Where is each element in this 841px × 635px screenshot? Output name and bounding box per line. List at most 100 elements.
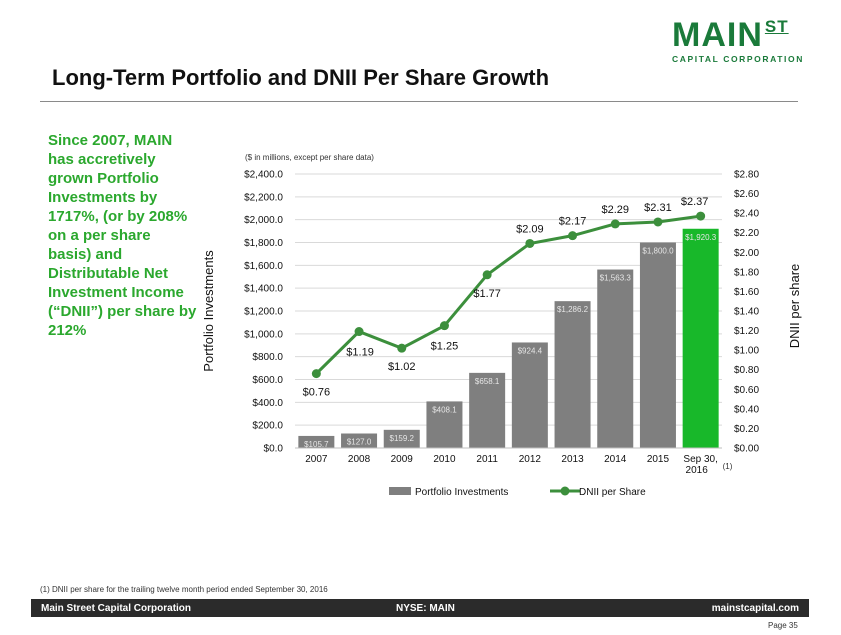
y-left-tick-label: $1,800.0 — [244, 238, 283, 249]
y-left-tick-label: $1,400.0 — [244, 284, 283, 295]
logo-wordmark: MAIN ST — [672, 16, 792, 54]
dnii-value-label: $1.25 — [431, 341, 459, 353]
y-right-tick-label: $1.80 — [734, 267, 759, 278]
dnii-point — [482, 270, 492, 280]
y-right-tick-label: $0.40 — [734, 404, 759, 415]
summary-text: Since 2007, MAIN has accretively grown P… — [48, 132, 197, 339]
dnii-value-label: $2.31 — [644, 202, 672, 214]
dnii-value-label: $1.19 — [346, 347, 374, 359]
footnote: (1) DNII per share for the trailing twel… — [40, 585, 328, 594]
logo-st-text: ST — [764, 17, 789, 36]
x-tick-label: 2014 — [604, 454, 627, 465]
y-left-tick-label: $1,000.0 — [244, 329, 283, 340]
bar-value-label: $1,563.3 — [600, 274, 632, 283]
bar-portfolio-investments — [511, 342, 548, 448]
title-divider — [40, 101, 798, 102]
bar-value-label: $1,800.0 — [642, 247, 674, 256]
y-right-tick-label: $0.80 — [734, 365, 759, 376]
x-tick-label: 2016 — [686, 465, 709, 476]
bar-portfolio-investments — [639, 242, 676, 448]
y-right-tick-label: $1.20 — [734, 326, 759, 337]
y-right-tick-label: $1.60 — [734, 287, 759, 298]
x-tick-label: 2015 — [647, 454, 670, 465]
legend-label-dnii-per-share: DNII per Share — [579, 487, 646, 498]
bar-value-label: $127.0 — [347, 438, 372, 447]
bar-portfolio-investments — [469, 372, 506, 448]
y-left-axis-title: Portfolio Investments — [201, 250, 216, 372]
x-tick-footnote: (1) — [723, 462, 733, 471]
footer-ticker: NYSE: MAIN — [396, 603, 455, 614]
dnii-value-label: $1.02 — [388, 361, 416, 373]
bar-portfolio-investments — [597, 269, 634, 448]
dnii-value-label: $2.09 — [516, 223, 544, 235]
page-title: Long-Term Portfolio and DNII Per Share G… — [52, 65, 550, 90]
bar-portfolio-investments — [383, 429, 420, 448]
y-left-tick-label: $2,000.0 — [244, 215, 283, 226]
y-right-tick-label: $0.20 — [734, 424, 759, 435]
bar-portfolio-investments — [682, 228, 719, 448]
y-right-tick-label: $2.40 — [734, 209, 759, 220]
legend-swatch-portfolio-investments — [389, 487, 411, 495]
dnii-value-label: $1.77 — [473, 288, 501, 300]
dnii-point — [397, 343, 407, 353]
dnii-point — [696, 211, 706, 221]
x-tick-label: 2008 — [348, 454, 371, 465]
x-tick-label: 2012 — [519, 454, 542, 465]
page-number: Page 35 — [768, 621, 798, 630]
legend-swatch-dnii-marker — [560, 486, 570, 496]
bar-value-label: $105.7 — [304, 440, 329, 449]
footer-website: mainstcapital.com — [711, 603, 799, 614]
y-left-tick-label: $800.0 — [252, 352, 283, 363]
y-right-tick-label: $1.00 — [734, 346, 759, 357]
y-left-tick-label: $2,200.0 — [244, 192, 283, 203]
footer-company: Main Street Capital Corporation — [41, 603, 192, 614]
chart-note: ($ in millions, except per share data) — [245, 153, 374, 162]
dnii-point — [568, 231, 578, 241]
y-left-tick-label: $2,400.0 — [244, 170, 283, 181]
bar-portfolio-investments — [554, 301, 591, 448]
dnii-value-label: $2.37 — [681, 196, 709, 208]
logo-subtitle: CAPITAL CORPORATION — [672, 54, 804, 64]
dnii-point — [311, 369, 321, 379]
y-right-tick-label: $1.40 — [734, 307, 759, 318]
logo-main-text: MAIN — [672, 16, 763, 54]
y-left-tick-label: $600.0 — [252, 375, 283, 386]
y-right-tick-label: $2.00 — [734, 248, 759, 259]
bar-portfolio-investments — [341, 433, 378, 448]
x-tick-label: 2010 — [433, 454, 456, 465]
y-right-tick-label: $0.00 — [734, 444, 759, 455]
y-left-tick-label: $400.0 — [252, 398, 283, 409]
portfolio-dnii-chart: ($ in millions, except per share data) $0… — [201, 153, 802, 498]
dnii-value-label: $0.76 — [303, 387, 331, 399]
bar-portfolio-investments — [298, 435, 335, 448]
bar-value-label: $924.4 — [518, 346, 543, 355]
y-left-tick-label: $1,600.0 — [244, 261, 283, 272]
y-right-tick-label: $2.60 — [734, 189, 759, 200]
bar-value-label: $159.2 — [390, 434, 415, 443]
bar-value-label: $1,920.3 — [685, 233, 717, 242]
main-street-logo: MAIN ST CAPITAL CORPORATION — [672, 16, 804, 65]
y-right-tick-label: $2.80 — [734, 170, 759, 181]
x-tick-label: 2013 — [561, 454, 584, 465]
y-left-tick-label: $0.0 — [264, 444, 284, 455]
footer-bar: Main Street Capital Corporation NYSE: MA… — [31, 599, 809, 617]
x-tick-label: 2007 — [305, 454, 328, 465]
x-tick-label: 2009 — [391, 454, 414, 465]
y-left-tick-label: $1,200.0 — [244, 307, 283, 318]
y-left-tick-label: $200.0 — [252, 421, 283, 432]
dnii-point — [610, 219, 620, 229]
dnii-point — [653, 217, 663, 227]
y-right-tick-label: $0.60 — [734, 385, 759, 396]
x-tick-label: 2011 — [476, 454, 498, 465]
bar-value-label: $1,286.2 — [557, 305, 589, 314]
bar-portfolio-investments — [426, 401, 463, 448]
x-tick-label: Sep 30, — [683, 454, 717, 465]
y-right-axis-title: DNII per share — [787, 264, 802, 349]
dnii-point — [439, 321, 449, 331]
bar-value-label: $408.1 — [432, 405, 457, 414]
dnii-point — [525, 238, 535, 248]
line-dnii-per-share — [315, 214, 701, 375]
bar-value-label: $658.1 — [475, 377, 500, 386]
y-right-tick-label: $2.20 — [734, 228, 759, 239]
dnii-value-label: $2.29 — [601, 204, 629, 216]
